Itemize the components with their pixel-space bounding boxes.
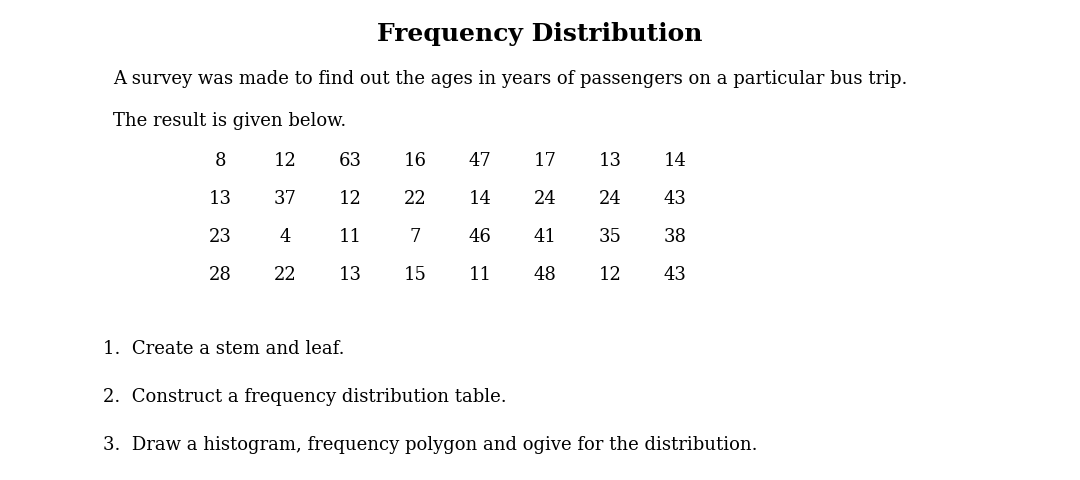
Text: 13: 13 xyxy=(208,190,231,208)
Text: 4: 4 xyxy=(280,228,291,246)
Text: 12: 12 xyxy=(338,190,362,208)
Text: 1.  Create a stem and leaf.: 1. Create a stem and leaf. xyxy=(103,340,345,358)
Text: 43: 43 xyxy=(663,266,687,284)
Text: 24: 24 xyxy=(598,190,621,208)
Text: 14: 14 xyxy=(663,152,687,170)
Text: 47: 47 xyxy=(469,152,491,170)
Text: 3.  Draw a histogram, frequency polygon and ogive for the distribution.: 3. Draw a histogram, frequency polygon a… xyxy=(103,436,757,454)
Text: Frequency Distribution: Frequency Distribution xyxy=(377,22,703,46)
Text: 63: 63 xyxy=(338,152,362,170)
Text: 11: 11 xyxy=(469,266,491,284)
Text: 48: 48 xyxy=(534,266,556,284)
Text: 2.  Construct a frequency distribution table.: 2. Construct a frequency distribution ta… xyxy=(103,388,507,406)
Text: 28: 28 xyxy=(208,266,231,284)
Text: 17: 17 xyxy=(534,152,556,170)
Text: 41: 41 xyxy=(534,228,556,246)
Text: 43: 43 xyxy=(663,190,687,208)
Text: A survey was made to find out the ages in years of passengers on a particular bu: A survey was made to find out the ages i… xyxy=(113,70,907,88)
Text: 7: 7 xyxy=(409,228,421,246)
Text: 12: 12 xyxy=(273,152,296,170)
Text: 11: 11 xyxy=(338,228,362,246)
Text: 12: 12 xyxy=(598,266,621,284)
Text: 23: 23 xyxy=(208,228,231,246)
Text: 8: 8 xyxy=(214,152,226,170)
Text: The result is given below.: The result is given below. xyxy=(113,112,347,130)
Text: 46: 46 xyxy=(469,228,491,246)
Text: 15: 15 xyxy=(404,266,427,284)
Text: 13: 13 xyxy=(598,152,621,170)
Text: 24: 24 xyxy=(534,190,556,208)
Text: 13: 13 xyxy=(338,266,362,284)
Text: 38: 38 xyxy=(663,228,687,246)
Text: 16: 16 xyxy=(404,152,427,170)
Text: 14: 14 xyxy=(469,190,491,208)
Text: 22: 22 xyxy=(273,266,296,284)
Text: 22: 22 xyxy=(404,190,427,208)
Text: 35: 35 xyxy=(598,228,621,246)
Text: 37: 37 xyxy=(273,190,296,208)
